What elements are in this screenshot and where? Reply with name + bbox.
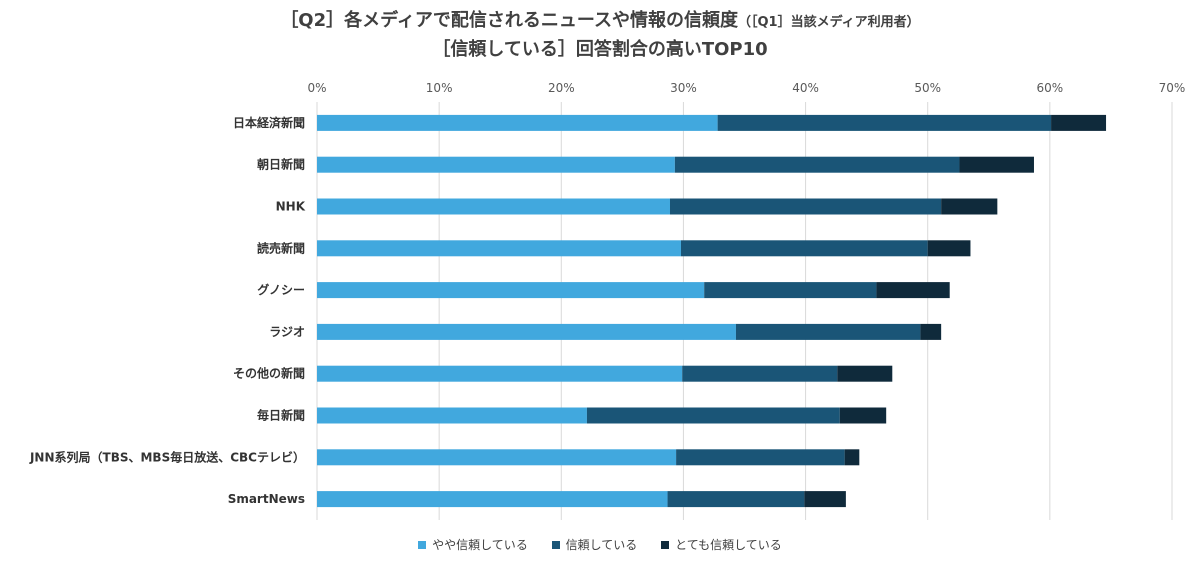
chart-title-line1: ［Q2］各メディアで配信されるニュースや情報の信頼度（［Q1］当該メディア利用者… [0, 8, 1200, 36]
category-label: 日本経済新聞 [233, 115, 305, 130]
chart-title: ［Q2］各メディアで配信されるニュースや情報の信頼度（［Q1］当該メディア利用者… [0, 8, 1200, 64]
legend-label-series2: 信頼している [565, 538, 638, 552]
legend-item-series1: やや信頼している [418, 536, 528, 553]
legend-swatch-series2 [551, 540, 560, 549]
bar-segment [674, 156, 960, 173]
bar-segment [844, 449, 860, 466]
bar-segment [317, 449, 677, 466]
bar-segment [317, 323, 736, 340]
x-tick-label: 10% [426, 81, 453, 95]
bar-segment [839, 407, 887, 424]
x-tick-label: 70% [1159, 81, 1186, 95]
x-tick-label: 30% [670, 81, 697, 95]
bar-segment [927, 240, 971, 257]
bar-segment [959, 156, 1034, 173]
bar-segment [837, 365, 893, 382]
bar-segment [735, 323, 921, 340]
title-sub: （［Q1］当該メディア利用者） [737, 15, 920, 30]
category-label: 朝日新聞 [257, 157, 305, 172]
x-tick-label: 20% [548, 81, 575, 95]
x-tick-label: 0% [307, 81, 326, 95]
legend-item-series2: 信頼している [551, 536, 638, 553]
bar-segment [1051, 114, 1107, 131]
category-label: グノシー [257, 282, 305, 297]
bar-segment [317, 407, 587, 424]
x-tick-label: 40% [792, 81, 819, 95]
bar-segment [682, 365, 838, 382]
bar-segment [669, 198, 942, 215]
bar-segment [704, 282, 877, 299]
legend: やや信頼している 信頼している とても信頼している [0, 536, 1200, 553]
category-label: JNN系列局（TBS、MBS毎日放送、CBCテレビ） [29, 449, 305, 464]
bar-segment [586, 407, 840, 424]
category-label: ラジオ [269, 325, 305, 339]
category-label: 読売新聞 [257, 240, 305, 255]
bar-segment [317, 282, 705, 299]
x-tick-label: 50% [914, 81, 941, 95]
bar-segment [667, 491, 805, 508]
bar-segment [676, 449, 845, 466]
category-label: その他の新聞 [233, 366, 305, 381]
bar-segment [317, 198, 670, 215]
bar-segment [717, 114, 1052, 131]
category-label: NHK [276, 200, 306, 214]
bar-segment [317, 491, 668, 508]
legend-swatch-series1 [418, 540, 427, 549]
legend-item-series3: とても信頼している [661, 536, 782, 553]
bar-segment [317, 365, 683, 382]
legend-label-series1: やや信頼している [432, 538, 528, 552]
bar-segment [317, 114, 718, 131]
bar-segment [876, 282, 950, 299]
category-label: SmartNews [228, 492, 305, 506]
bar-segment [680, 240, 928, 257]
x-tick-label: 60% [1037, 81, 1064, 95]
category-label: 毎日新聞 [257, 408, 305, 423]
bar-segment [804, 491, 846, 508]
bar-segment [317, 156, 675, 173]
chart-title-line2: ［信頼している］回答割合の高いTOP10 [432, 39, 768, 60]
bar-segment [317, 240, 681, 257]
bar-segment [920, 323, 942, 340]
bar-segment [941, 198, 998, 215]
title-main: ［Q2］各メディアで配信されるニュースや情報の信頼度 [280, 10, 738, 31]
legend-label-series3: とても信頼している [675, 538, 782, 552]
legend-swatch-series3 [661, 540, 670, 549]
